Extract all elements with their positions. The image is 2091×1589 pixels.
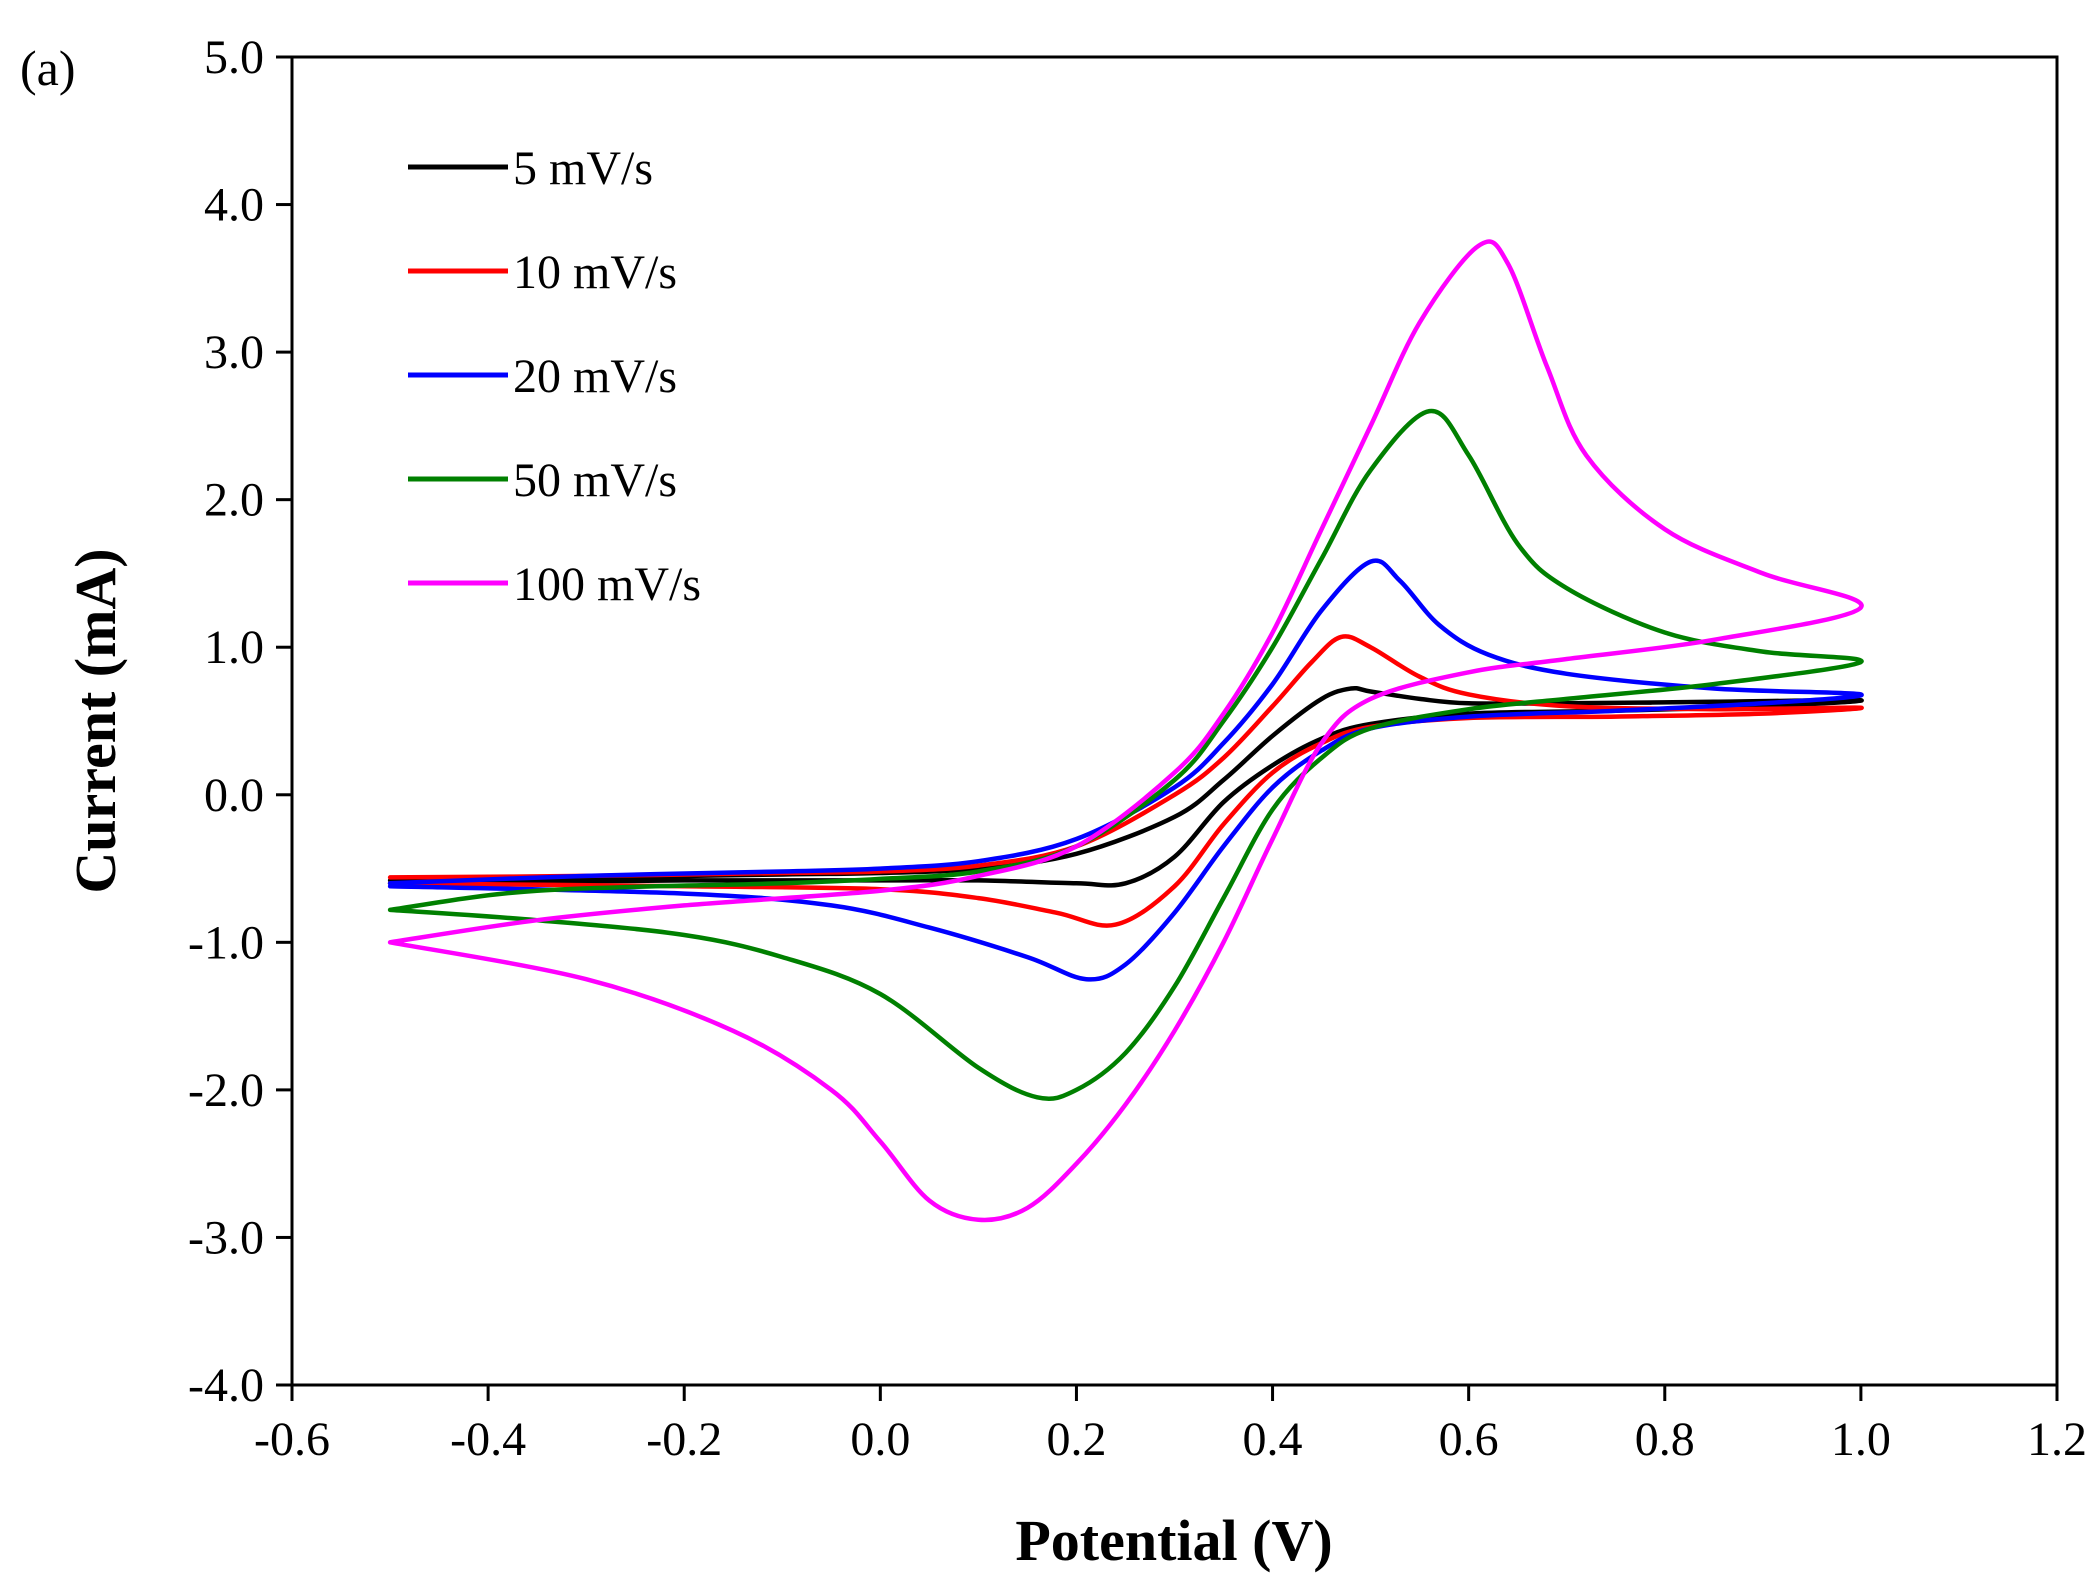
y-tick-label: -1.0: [188, 916, 264, 969]
x-tick-label: 0.8: [1635, 1413, 1695, 1466]
series-line-20-mv-s: [387, 558, 1864, 982]
x-tick-label: 1.2: [2027, 1413, 2087, 1466]
y-tick-label: -4.0: [188, 1359, 264, 1412]
y-tick-label: 2.0: [204, 474, 264, 527]
plot-border: [290, 55, 2059, 1387]
series-lines: [387, 239, 1864, 1223]
legend-label-5-mv-s: 5 mV/s: [513, 142, 653, 195]
y-axis-ticks: -4.0 -3.0 -2.0 -1.0 0.0 1.0 2.0 3.0 4.0 5.0: [188, 31, 292, 1412]
plot-area: [290, 55, 2059, 1387]
legend-label-50-mv-s: 50 mV/s: [513, 454, 677, 507]
y-tick-label: 5.0: [204, 31, 264, 84]
y-tick-label: 4.0: [204, 179, 264, 232]
x-tick-label: 1.0: [1831, 1413, 1891, 1466]
x-tick-label: -0.4: [450, 1413, 526, 1466]
legend-label-20-mv-s: 20 mV/s: [513, 350, 677, 403]
y-tick-label: -3.0: [188, 1211, 264, 1264]
x-axis-ticks: -0.6 -0.4 -0.2 0.0 0.2 0.4 0.6 0.8 1.0 1.2: [254, 1385, 2087, 1466]
legend: 5 mV/s 10 mV/s 20 mV/s 50 mV/s 100 mV/s: [408, 142, 701, 611]
series-line-100-mv-s: [387, 239, 1864, 1223]
x-tick-label: -0.2: [646, 1413, 722, 1466]
y-tick-label: -2.0: [188, 1064, 264, 1117]
x-axis-title: Potential (V): [1015, 1508, 1332, 1573]
series-line-10-mv-s: [387, 634, 1864, 928]
panel-label: (a): [20, 40, 76, 96]
legend-label-10-mv-s: 10 mV/s: [513, 246, 677, 299]
y-tick-label: 0.0: [204, 769, 264, 822]
x-tick-label: 0.2: [1046, 1413, 1106, 1466]
y-tick-label: 1.0: [204, 621, 264, 674]
y-axis-title: Current (mA): [63, 548, 128, 893]
legend-label-100-mv-s: 100 mV/s: [513, 558, 701, 611]
x-tick-label: 0.6: [1439, 1413, 1499, 1466]
x-tick-label: -0.6: [254, 1413, 330, 1466]
y-tick-label: 3.0: [204, 326, 264, 379]
x-tick-label: 0.0: [850, 1413, 910, 1466]
x-tick-label: 0.4: [1243, 1413, 1303, 1466]
